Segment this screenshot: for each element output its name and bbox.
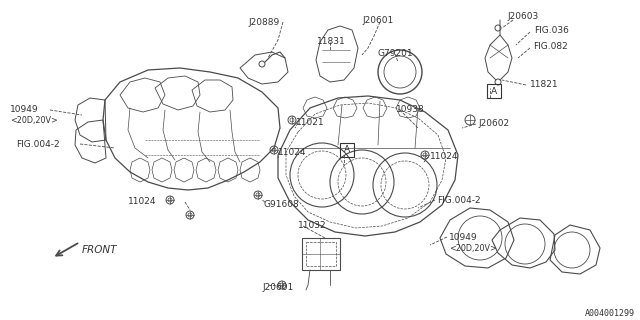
Text: J20601: J20601 xyxy=(362,16,393,25)
Text: A: A xyxy=(344,146,350,155)
Text: J20602: J20602 xyxy=(478,119,509,128)
Text: J20603: J20603 xyxy=(507,12,538,21)
Bar xyxy=(340,143,354,157)
Text: FRONT: FRONT xyxy=(82,245,118,255)
Text: 10938: 10938 xyxy=(396,105,425,114)
Text: G91608: G91608 xyxy=(263,200,299,209)
Text: 11831: 11831 xyxy=(317,37,346,46)
Bar xyxy=(487,84,501,98)
Text: J20601: J20601 xyxy=(262,283,293,292)
Text: FIG.082: FIG.082 xyxy=(533,42,568,51)
Text: G79201: G79201 xyxy=(378,49,413,58)
Text: 11821: 11821 xyxy=(530,80,559,89)
Text: 11021: 11021 xyxy=(296,118,324,127)
Text: A: A xyxy=(491,86,497,95)
Text: 11024: 11024 xyxy=(278,148,307,157)
Text: 11032: 11032 xyxy=(298,221,326,230)
Text: A004001299: A004001299 xyxy=(585,309,635,318)
Text: 10949: 10949 xyxy=(449,233,477,242)
Text: FIG.004-2: FIG.004-2 xyxy=(16,140,60,149)
Text: 10949: 10949 xyxy=(10,105,38,114)
Text: J20889: J20889 xyxy=(248,18,279,27)
Text: <20D,20V>: <20D,20V> xyxy=(10,116,58,125)
Text: <20D,20V>: <20D,20V> xyxy=(449,244,497,253)
Text: 11024: 11024 xyxy=(430,152,458,161)
Text: FIG.036: FIG.036 xyxy=(534,26,569,35)
Text: FIG.004-2: FIG.004-2 xyxy=(437,196,481,205)
Text: 11024: 11024 xyxy=(128,197,157,206)
